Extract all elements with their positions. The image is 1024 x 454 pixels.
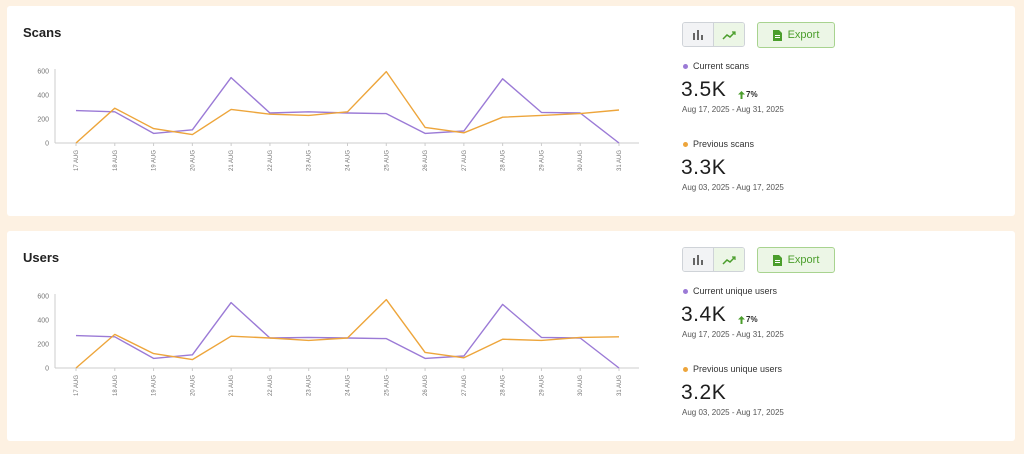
x-tick-label: 22 AUG	[268, 150, 274, 171]
x-tick-label: 20 AUG	[190, 375, 196, 396]
previous-series-line	[75, 70, 620, 144]
x-tick-label: 29 AUG	[539, 150, 545, 171]
current-delta: 7%	[738, 90, 758, 99]
current-dot	[683, 288, 688, 294]
x-tick-label: 25 AUG	[384, 375, 390, 396]
x-tick-label: 26 AUG	[423, 150, 429, 171]
y-tick-label: 400	[37, 318, 49, 325]
x-tick-label: 27 AUG	[462, 375, 468, 396]
arrow-up-icon	[738, 90, 745, 99]
y-tick-label: 600	[37, 294, 49, 301]
users-title: Users	[23, 250, 60, 265]
x-tick-label: 18 AUG	[113, 150, 119, 171]
line-chart-icon	[722, 30, 736, 40]
current-label: Current unique users	[693, 286, 778, 296]
x-tick-label: 24 AUG	[346, 375, 352, 396]
x-tick-label: 28 AUG	[501, 375, 507, 396]
previous-range: Aug 03, 2025 - Aug 17, 2025	[682, 408, 784, 417]
current-series-line	[75, 76, 620, 144]
x-tick-label: 28 AUG	[501, 150, 507, 171]
y-tick-label: 0	[45, 141, 49, 148]
current-legend: Current scans	[683, 61, 749, 71]
current-label: Current scans	[693, 61, 750, 71]
x-tick-label: 20 AUG	[190, 150, 196, 171]
x-tick-label: 23 AUG	[307, 375, 313, 396]
y-tick-label: 400	[37, 93, 49, 100]
document-icon	[772, 29, 782, 41]
current-legend: Current unique users	[683, 286, 777, 296]
y-tick-label: 0	[45, 366, 49, 373]
scans-card: Scans 0 200 400 600 17 AUG 18 AUG 19 AUG 20 AUG…	[7, 6, 1015, 216]
current-delta: 7%	[738, 315, 758, 324]
x-tick-label: 19 AUG	[152, 375, 158, 396]
x-tick-label: 17 AUG	[74, 150, 80, 171]
export-label: Export	[787, 254, 820, 266]
x-tick-label: 26 AUG	[423, 375, 429, 396]
x-tick-label: 21 AUG	[229, 150, 235, 171]
scans-line-chart: 0 200 400 600 17 AUG 18 AUG 19 AUG 20 AUG 21 AUG…	[37, 69, 639, 171]
previous-dot	[683, 366, 688, 372]
x-tick-label: 29 AUG	[539, 375, 545, 396]
export-label: Export	[787, 29, 820, 41]
x-tick-label: 30 AUG	[578, 375, 584, 396]
x-tick-label: 19 AUG	[152, 150, 158, 171]
x-tick-label: 21 AUG	[229, 375, 235, 396]
current-dot	[683, 63, 688, 69]
y-tick-label: 200	[37, 117, 49, 124]
bar-chart-toggle-button[interactable]	[683, 23, 713, 46]
x-tick-label: 31 AUG	[617, 375, 623, 396]
y-tick-label: 600	[37, 69, 49, 76]
x-tick-label: 17 AUG	[74, 375, 80, 396]
x-tick-label: 30 AUG	[578, 150, 584, 171]
previous-legend: Previous scans	[683, 139, 754, 149]
current-range: Aug 17, 2025 - Aug 31, 2025	[682, 330, 784, 339]
previous-range: Aug 03, 2025 - Aug 17, 2025	[682, 183, 784, 192]
delta-value: 7%	[746, 90, 758, 99]
chart-type-toggle	[682, 247, 745, 272]
export-button[interactable]: Export	[757, 22, 835, 48]
previous-dot	[683, 141, 688, 147]
users-card: Users 0 200 400 600 17 AUG 18 AUG 19 AUG 20 AUG…	[7, 231, 1015, 441]
x-tick-label: 24 AUG	[346, 150, 352, 171]
previous-label: Previous unique users	[693, 364, 783, 374]
previous-legend: Previous unique users	[683, 364, 782, 374]
line-chart-icon	[722, 255, 736, 265]
y-tick-label: 200	[37, 342, 49, 349]
previous-value: 3.3K	[681, 156, 727, 179]
current-series-line	[75, 301, 620, 369]
export-button[interactable]: Export	[757, 247, 835, 273]
previous-label: Previous scans	[693, 139, 755, 149]
x-tick-label: 27 AUG	[462, 150, 468, 171]
scans-title: Scans	[23, 25, 62, 40]
previous-value: 3.2K	[681, 381, 727, 404]
bar-chart-icon	[693, 29, 703, 40]
x-tick-label: 18 AUG	[113, 375, 119, 396]
bar-chart-toggle-button[interactable]	[683, 248, 713, 271]
users-line-chart: 0 200 400 600 17 AUG 18 AUG 19 AUG 20 AUG 21 AUG…	[37, 294, 639, 396]
chart-type-toggle	[682, 22, 745, 47]
x-tick-label: 22 AUG	[268, 375, 274, 396]
delta-value: 7%	[746, 315, 758, 324]
x-tick-label: 23 AUG	[307, 150, 313, 171]
current-value: 3.5K	[681, 78, 727, 101]
bar-chart-icon	[693, 254, 703, 265]
document-icon	[772, 254, 782, 266]
arrow-up-icon	[738, 315, 745, 324]
x-tick-label: 25 AUG	[384, 150, 390, 171]
current-range: Aug 17, 2025 - Aug 31, 2025	[682, 105, 784, 114]
line-chart-toggle-button[interactable]	[713, 23, 744, 46]
x-tick-label: 31 AUG	[617, 150, 623, 171]
line-chart-toggle-button[interactable]	[713, 248, 744, 271]
previous-series-line	[75, 298, 620, 369]
current-value: 3.4K	[681, 303, 727, 326]
